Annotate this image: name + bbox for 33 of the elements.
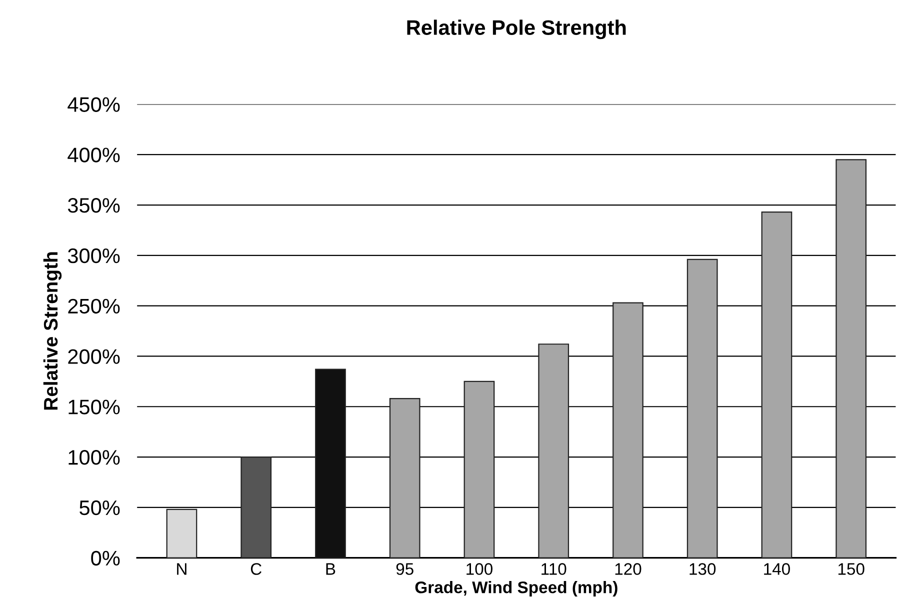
x-tick-label: 140 bbox=[764, 563, 790, 575]
bar bbox=[166, 508, 198, 558]
bar bbox=[686, 258, 718, 558]
x-tick-label: 95 bbox=[396, 563, 414, 575]
x-tick-label: 150 bbox=[838, 563, 864, 575]
x-axis-title: Grade, Wind Speed (mph) bbox=[415, 581, 618, 597]
bar bbox=[761, 212, 792, 558]
y-tick-label: 300% bbox=[68, 248, 120, 264]
bar bbox=[612, 302, 644, 558]
bar bbox=[315, 368, 346, 558]
chart-title: Relative Pole Strength bbox=[407, 20, 626, 40]
bar bbox=[836, 159, 867, 558]
x-tick-label: B bbox=[326, 563, 336, 575]
x-tick-label: 100 bbox=[466, 563, 492, 575]
y-axis-title: Relative Strength bbox=[43, 252, 62, 410]
y-tick-label: 50% bbox=[80, 500, 120, 516]
bar bbox=[464, 380, 495, 558]
y-tick-label: 400% bbox=[68, 148, 120, 162]
bar bbox=[538, 344, 570, 558]
x-tick-label: 120 bbox=[615, 563, 642, 575]
x-tick-label: C bbox=[250, 563, 262, 575]
x-tick-label: 130 bbox=[690, 563, 716, 575]
bar bbox=[240, 456, 272, 558]
y-tick-label: 350% bbox=[68, 198, 120, 213]
x-tick-label: N bbox=[177, 563, 186, 575]
y-tick-label: 450% bbox=[68, 97, 120, 112]
y-tick-label: 0% bbox=[91, 550, 120, 566]
y-tick-label: 200% bbox=[68, 349, 120, 364]
y-tick-label: 150% bbox=[68, 400, 120, 414]
bar bbox=[389, 398, 420, 558]
y-tick-label: 250% bbox=[68, 298, 120, 314]
y-tick-label: 100% bbox=[68, 450, 120, 465]
x-tick-label: 110 bbox=[542, 563, 566, 575]
